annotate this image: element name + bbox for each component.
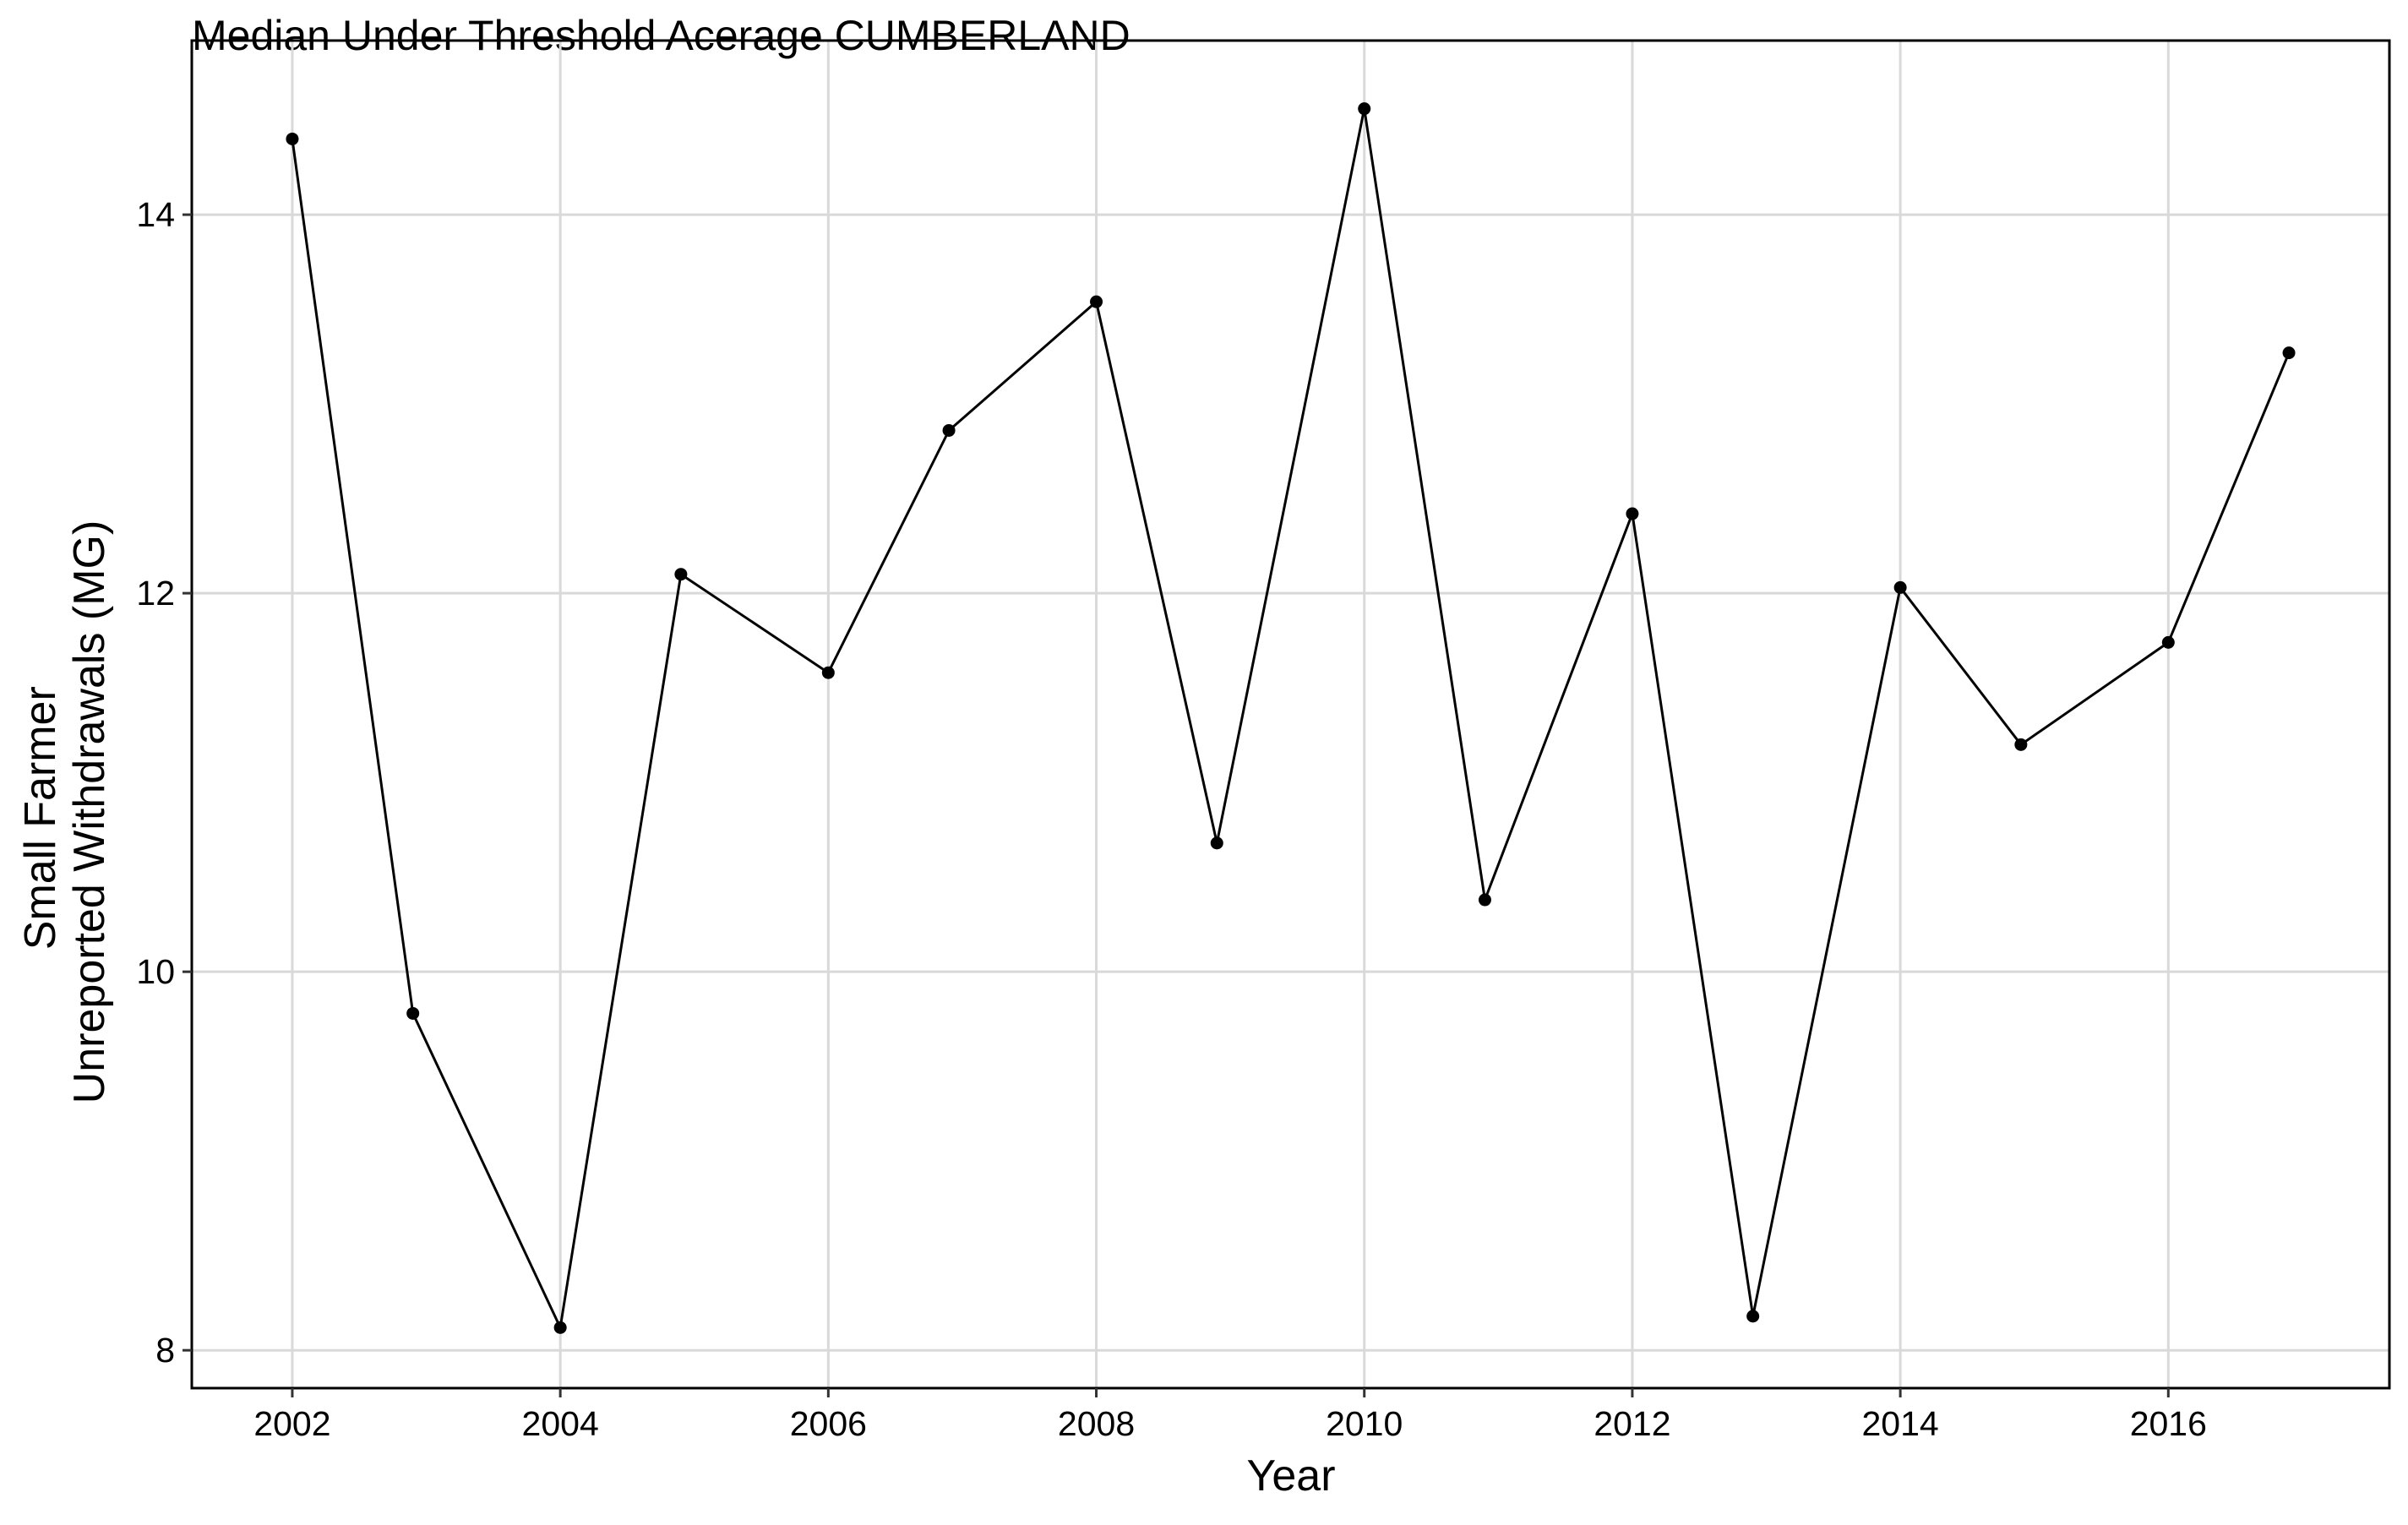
data-point [1210,836,1223,850]
grid-lines [192,41,2389,1388]
y-tick-label: 14 [136,195,175,234]
x-tick-label: 2012 [1594,1404,1670,1443]
data-point [406,1006,420,1020]
data-point [821,666,835,679]
chart-title: Median Under Threshold Acerage CUMBERLAN… [192,12,1130,59]
data-point [1090,295,1103,308]
data-point [2161,635,2175,649]
x-tick-label: 2006 [790,1404,867,1443]
x-tick-label: 2014 [1862,1404,1939,1443]
data-point [942,423,956,437]
y-axis-title: Small Farmer Unreported Withdrawals (MG) [16,520,114,1104]
series-points [286,102,2296,1334]
y-tick-label: 8 [155,1331,175,1370]
x-axis-title: Year [1246,1451,1335,1500]
data-point [1358,102,1371,116]
data-point [1746,1310,1760,1323]
x-tick-label: 2016 [2130,1404,2207,1443]
data-point [1626,507,1639,520]
data-point [1478,893,1491,907]
y-axis-title-line-1: Small Farmer [16,686,65,950]
data-point [286,132,299,145]
series-line [291,107,2291,1329]
x-tick-label: 2008 [1058,1404,1135,1443]
x-tick-label: 2004 [522,1404,599,1443]
y-tick-label: 10 [136,952,175,991]
y-axis-title-line-2: Unreported Withdrawals (MG) [65,520,114,1104]
data-point [674,568,688,581]
data-point [2014,738,2028,751]
x-axis: 2002 2004 2006 2008 2010 2012 2014 2016 [253,1388,2207,1443]
data-point [2282,346,2296,360]
series-line-layer [291,107,2291,1329]
plot-panel-border [190,39,2391,1390]
y-tick-label: 12 [136,574,175,613]
y-axis: 8 10 12 14 [136,195,192,1370]
x-tick-label: 2010 [1326,1404,1403,1443]
data-point [553,1321,567,1334]
x-tick-label: 2002 [253,1404,330,1443]
data-point [1893,580,1907,594]
